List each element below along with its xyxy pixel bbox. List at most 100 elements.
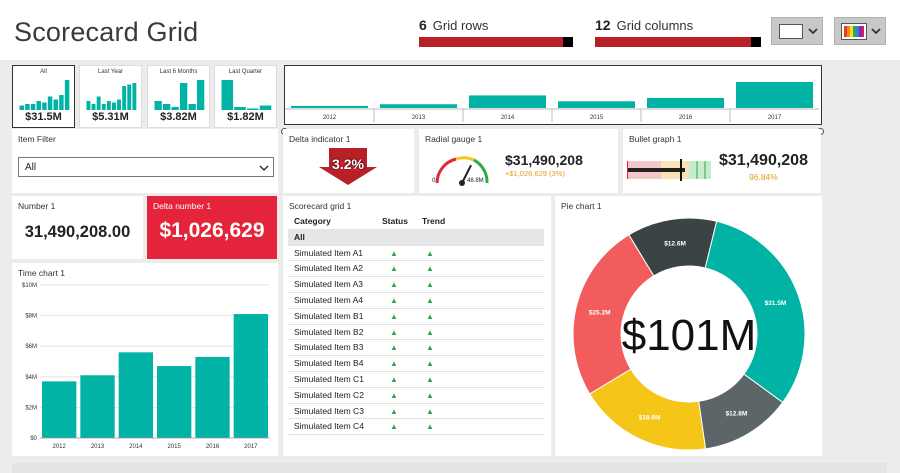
up-arrow-icon: ▲ [390,406,398,416]
bullet-graph-tile: Bullet graph 1 $31,490,208 96.84% [623,129,821,193]
row-label: Simulated Item B2 [294,326,364,337]
y-tick-label: $10M [22,283,37,289]
mini-bar [247,108,259,110]
number-title: Number 1 [18,201,56,211]
mini-bar [86,101,91,110]
gauge-min-label: 0 [432,178,436,184]
delta-indicator-title: Delta indicator 1 [289,134,351,144]
date-range-tile-2[interactable]: Last 6 Months $3.82M [147,65,210,128]
mini-bar [53,99,58,110]
up-arrow-icon: ▲ [426,311,434,321]
delta-indicator-tile: Delta indicator 1 3.2% [283,129,414,193]
grid-cols-slider-thumb[interactable] [751,37,762,47]
date-range-label: All [40,69,47,75]
timeline-bar [469,95,546,108]
date-range-value: $31.5M [25,111,62,123]
mini-bar [154,101,162,110]
up-arrow-icon: ▲ [426,327,434,337]
up-arrow-icon: ▲ [390,374,398,384]
y-tick-label: $4M [25,375,37,381]
table-row[interactable]: Simulated Item A1 ▲ ▲ [288,246,544,262]
table-row[interactable]: Simulated Item C4 ▲ ▲ [288,419,544,436]
mini-bar [42,102,47,110]
time-chart-title: Time chart 1 [18,268,65,278]
row-label: Simulated Item C3 [294,405,364,416]
up-arrow-icon: ▲ [426,406,434,416]
row-label: Simulated Item A2 [294,263,363,274]
delta-number-tile: Delta number 1 $1,026,629 [147,196,277,259]
bullet-graph-value: $31,490,208 [719,152,808,169]
timeline-filter[interactable]: 2012 2013 2014 2015 2016 2017 [284,65,822,125]
table-row[interactable]: Simulated Item A3 ▲ ▲ [288,277,544,293]
up-arrow-icon: ▲ [390,327,398,337]
mini-bar-chart [221,80,272,110]
date-range-label: Last Quarter [228,69,263,75]
date-range-tile-3[interactable]: Last Quarter $1.82M [214,65,277,128]
time-bar[interactable] [195,356,230,438]
pie-slice-label: $12.8M [726,410,748,417]
row-label: Simulated Item C2 [294,389,364,400]
timeline-year-label: 2017 [768,115,782,121]
table-row[interactable]: Simulated Item B3 ▲ ▲ [288,340,544,357]
y-tick-label: $6M [25,344,37,350]
pie-slice-label: $18.8M [639,415,661,422]
row-label: Simulated Item A4 [294,294,363,305]
pie-slice[interactable] [628,217,718,277]
grid-rows-slider[interactable] [419,37,579,47]
mini-bar [132,83,137,110]
table-row[interactable]: Simulated Item C1 ▲ ▲ [288,372,544,388]
table-row[interactable]: Simulated Item C2 ▲ ▲ [288,388,544,404]
timeline-chart: 2012 2013 2014 2015 2016 2017 [285,82,819,122]
y-tick-label: $8M [25,314,37,320]
pie-slice[interactable] [572,234,655,395]
timeline-year-label: 2012 [323,115,337,121]
mini-bar [221,80,234,110]
delta-number-value: $1,026,629 [159,219,265,242]
item-filter-tile: Item Filter All [12,129,278,193]
time-bar[interactable] [157,366,192,438]
x-tick-label: 2014 [129,444,143,450]
timeline-bar [736,82,813,108]
column-header[interactable]: Trend [422,216,446,226]
grid-cols-slider[interactable] [595,37,765,47]
column-header[interactable]: Category [294,216,331,226]
grid-cols-stepper-label: 12 Grid columns [595,17,693,35]
table-row[interactable]: Simulated Item B1 ▲ ▲ [288,309,544,325]
mini-bar [117,99,121,110]
pie-slice[interactable] [704,220,806,404]
background-picker-button[interactable] [771,17,823,45]
item-filter-select[interactable]: All [18,157,274,177]
table-row[interactable]: Simulated Item C3 ▲ ▲ [288,404,544,420]
row-label: Simulated Item C1 [294,373,364,384]
blank-swatch-icon [779,24,803,39]
x-tick-label: 2015 [167,444,181,450]
table-row[interactable]: Simulated Item A4 ▲ ▲ [288,293,544,309]
table-row[interactable]: Simulated Item B2 ▲ ▲ [288,325,544,341]
date-range-tile-0[interactable]: All $31.5M [12,65,75,128]
time-bar[interactable] [118,352,153,438]
time-bar[interactable] [42,381,77,438]
table-row[interactable]: Simulated Item B4 ▲ ▲ [288,356,544,372]
mini-bar [30,104,36,110]
mini-bar [25,104,30,110]
time-bar[interactable] [80,375,115,438]
up-arrow-icon: ▲ [390,248,398,258]
table-row[interactable]: All [288,229,544,246]
grid-rows-slider-thumb[interactable] [563,37,573,47]
mini-bar [64,80,70,110]
date-range-tile-1[interactable]: Last Year $5.31M [79,65,142,128]
column-header[interactable]: Status [382,216,408,226]
palette-picker-button[interactable] [834,17,886,45]
y-tick-label: $2M [25,405,37,411]
bullet-graph [627,159,711,181]
up-arrow-icon: ▲ [426,359,434,369]
mini-bar [106,101,111,110]
table-row[interactable]: Simulated Item A2 ▲ ▲ [288,261,544,278]
up-arrow-icon: ▲ [390,390,398,400]
number-tile: Number 1 31,490,208.00 [12,196,143,259]
time-bar[interactable] [233,314,268,438]
mini-bar [163,104,171,110]
grid-rows-slider-fill [419,37,563,47]
timeline-bar [380,104,457,108]
pie-chart-tile: Pie chart 1 $31.5M $12.8M $18.8M $25.2M $12.… [555,196,822,456]
